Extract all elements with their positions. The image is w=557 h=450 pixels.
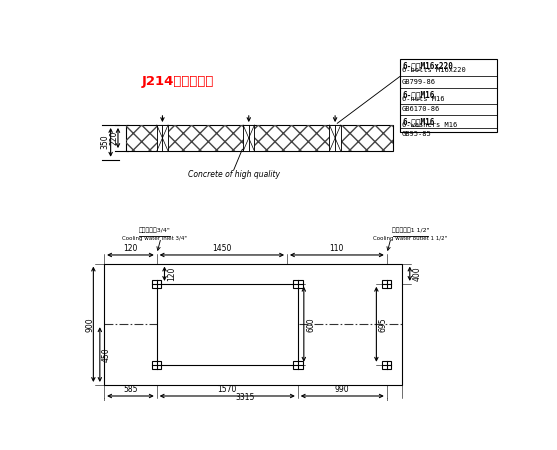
Text: Cooling water outlet 1 1/2": Cooling water outlet 1 1/2" <box>373 235 447 241</box>
Text: 冷却水出口1 1/2": 冷却水出口1 1/2" <box>392 227 429 233</box>
Bar <box>293 280 302 288</box>
Text: Concrete of high quality: Concrete of high quality <box>188 170 280 179</box>
Text: 6-bolts M16x220: 6-bolts M16x220 <box>402 67 466 73</box>
Text: 6-washers M16: 6-washers M16 <box>402 122 457 128</box>
Text: 6-螺每M16: 6-螺每M16 <box>402 90 434 99</box>
Text: 3315: 3315 <box>236 392 255 401</box>
Text: 1450: 1450 <box>212 244 232 253</box>
Text: 110: 110 <box>330 244 344 253</box>
Text: 6-垆圈M16: 6-垆圈M16 <box>402 117 434 126</box>
Text: 1570: 1570 <box>218 385 237 394</box>
Bar <box>126 125 393 151</box>
Bar <box>126 125 393 151</box>
Text: GB6170-86: GB6170-86 <box>402 106 440 112</box>
Text: 990: 990 <box>335 385 350 394</box>
Text: GB95-85: GB95-85 <box>402 130 432 137</box>
Text: 6-nuts M16: 6-nuts M16 <box>402 96 444 102</box>
Text: 450: 450 <box>102 347 111 362</box>
Bar <box>152 361 162 369</box>
Bar <box>157 125 168 151</box>
Bar <box>382 280 392 288</box>
Text: 120: 120 <box>123 244 138 253</box>
Text: 220: 220 <box>109 131 118 145</box>
Text: 585: 585 <box>123 385 138 394</box>
Text: 400: 400 <box>412 266 422 281</box>
Bar <box>152 280 162 288</box>
Bar <box>382 361 392 369</box>
Text: 冷却水入口3/4": 冷却水入口3/4" <box>139 227 170 233</box>
Bar <box>330 125 341 151</box>
Bar <box>243 125 255 151</box>
Text: 6-螺欼M16x220: 6-螺欼M16x220 <box>402 61 453 70</box>
Text: 695: 695 <box>379 317 388 332</box>
Text: J214基础安装图: J214基础安装图 <box>141 75 214 88</box>
Text: 600: 600 <box>306 317 315 332</box>
Text: 900: 900 <box>85 317 95 332</box>
Bar <box>104 264 402 385</box>
Text: 120: 120 <box>167 266 176 281</box>
Bar <box>157 284 298 364</box>
Text: Cooling water inlet 3/4": Cooling water inlet 3/4" <box>122 235 187 241</box>
Bar <box>400 59 497 132</box>
Text: GB799-86: GB799-86 <box>402 79 436 86</box>
Bar <box>293 361 302 369</box>
Text: 350: 350 <box>100 135 110 149</box>
